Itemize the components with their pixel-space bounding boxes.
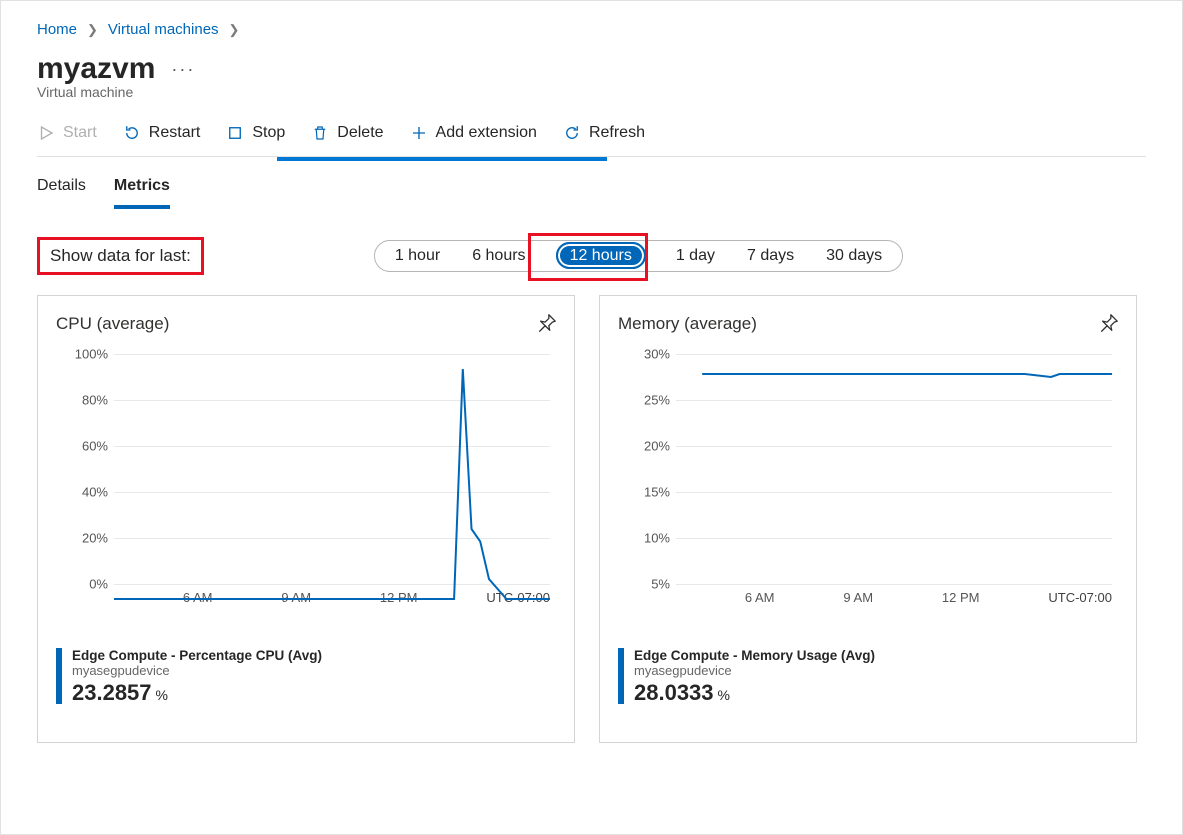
pin-icon xyxy=(1098,312,1120,334)
memory-card: Memory (average) 30%25%20%15%10%5%6 AM9 … xyxy=(599,295,1137,743)
pin-button[interactable] xyxy=(1098,312,1120,337)
refresh-label: Refresh xyxy=(589,124,645,142)
stop-label: Stop xyxy=(252,124,285,142)
tab-metrics[interactable]: Metrics xyxy=(114,171,170,209)
memory-card-title: Memory (average) xyxy=(618,314,1118,334)
mem-stat-sub: myasegpudevice xyxy=(634,663,875,678)
pin-button[interactable] xyxy=(536,312,558,337)
page-subtitle: Virtual machine xyxy=(37,84,1146,100)
breadcrumb-sep: ❯ xyxy=(87,22,98,38)
add-extension-button[interactable]: Add extension xyxy=(410,124,537,142)
breadcrumb: Home ❯ Virtual machines ❯ xyxy=(37,21,1146,38)
breadcrumb-sep: ❯ xyxy=(229,22,240,38)
restart-label: Restart xyxy=(149,124,201,142)
time-range-1d[interactable]: 1 day xyxy=(674,244,717,268)
delete-label: Delete xyxy=(337,124,383,142)
more-menu[interactable]: ··· xyxy=(171,59,195,80)
pin-icon xyxy=(536,312,558,334)
mem-stat-value: 28.0333 xyxy=(634,680,714,706)
cpu-stat-sub: myasegpudevice xyxy=(72,663,322,678)
memory-chart: 30%25%20%15%10%5%6 AM9 AM12 PMUTC-07:00 xyxy=(622,354,1118,604)
decorative-underline xyxy=(277,157,607,161)
time-range-30d[interactable]: 30 days xyxy=(824,244,884,268)
cpu-card-title: CPU (average) xyxy=(56,314,556,334)
time-range-12h[interactable]: 12 hours xyxy=(556,242,646,269)
cpu-stat-unit: % xyxy=(156,687,168,703)
stop-button[interactable]: Stop xyxy=(226,124,285,142)
cpu-stat-value: 23.2857 xyxy=(72,680,152,706)
stat-color-bar xyxy=(618,648,624,704)
page-title: myazvm xyxy=(37,52,155,86)
cpu-chart: 100%80%60%40%20%0%6 AM9 AM12 PMUTC-07:00 xyxy=(60,354,556,604)
tab-details[interactable]: Details xyxy=(37,171,86,209)
time-range-7d[interactable]: 7 days xyxy=(745,244,796,268)
start-label: Start xyxy=(63,124,97,142)
filter-label: Show data for last: xyxy=(37,237,204,275)
refresh-icon xyxy=(563,124,581,142)
mem-stat-label: Edge Compute - Memory Usage (Avg) xyxy=(634,648,875,663)
refresh-button[interactable]: Refresh xyxy=(563,124,645,142)
toolbar: Start Restart Stop Delete Add extension … xyxy=(37,116,1146,157)
restart-button[interactable]: Restart xyxy=(123,124,201,142)
time-range-6h[interactable]: 6 hours xyxy=(470,244,527,268)
plus-icon xyxy=(410,124,428,142)
play-icon xyxy=(37,124,55,142)
stat-color-bar xyxy=(56,648,62,704)
trash-icon xyxy=(311,124,329,142)
stop-icon xyxy=(226,124,244,142)
cpu-stat-label: Edge Compute - Percentage CPU (Avg) xyxy=(72,648,322,663)
time-range-1h[interactable]: 1 hour xyxy=(393,244,442,268)
breadcrumb-vms[interactable]: Virtual machines xyxy=(108,21,219,38)
delete-button[interactable]: Delete xyxy=(311,124,383,142)
add-ext-label: Add extension xyxy=(436,124,537,142)
breadcrumb-home[interactable]: Home xyxy=(37,21,77,38)
mem-stat-unit: % xyxy=(718,687,730,703)
start-button: Start xyxy=(37,124,97,142)
tabs: Details Metrics xyxy=(37,171,1146,209)
restart-icon xyxy=(123,124,141,142)
time-range-group: 1 hour 6 hours 12 hours 1 day 7 days 30 … xyxy=(374,240,903,272)
cpu-card: CPU (average) 100%80%60%40%20%0%6 AM9 AM… xyxy=(37,295,575,743)
